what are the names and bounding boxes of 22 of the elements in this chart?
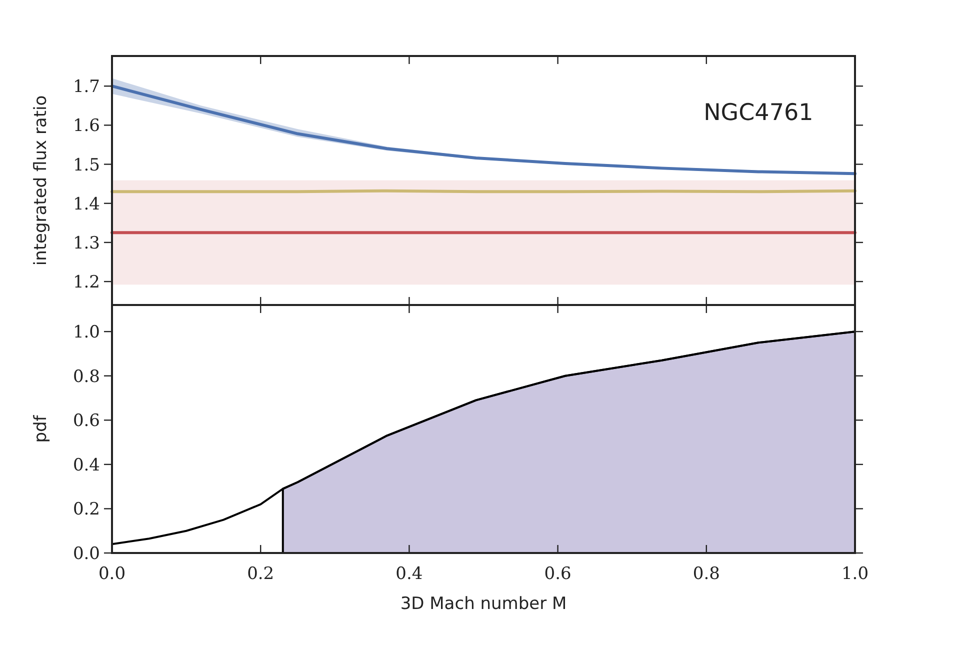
annotation: NGC4761: [704, 100, 814, 126]
y-tick-label: 1.3: [72, 233, 100, 254]
x-tick-label: 0.2: [247, 564, 274, 584]
y-axis-title: integrated flux ratio: [31, 95, 51, 266]
y-axis-title: pdf: [31, 414, 51, 443]
y-tick-label: 1.7: [72, 77, 100, 98]
y-tick-label: 1.4: [72, 194, 100, 214]
y-tick-label: 0.4: [72, 455, 100, 476]
y-tick-label: 1.2: [72, 272, 100, 293]
x-tick-label: 0.0: [98, 564, 126, 584]
y-tick-label: 0.8: [72, 366, 100, 387]
x-tick-label: 1.0: [841, 564, 869, 584]
y-tick-label: 1.6: [72, 116, 100, 136]
y-tick-label: 0.6: [72, 411, 100, 432]
y-tick-label: 1.0: [72, 322, 100, 343]
x-tick-label: 0.8: [692, 564, 720, 584]
x-axis-title: 3D Mach number M: [400, 594, 567, 614]
x-tick-label: 0.4: [396, 564, 423, 584]
y-tick-label: 0.2: [72, 500, 100, 520]
y-tick-label: 1.5: [72, 155, 100, 176]
x-tick-label: 0.6: [544, 564, 572, 584]
y-tick-label: 0.0: [72, 544, 100, 564]
